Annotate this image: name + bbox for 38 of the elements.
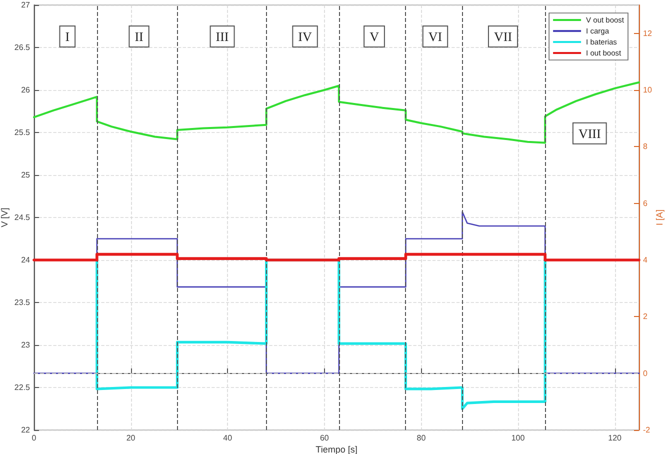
y-tick-label: 27 [21, 0, 31, 10]
y2-axis-title: I [A] [654, 209, 664, 226]
y2-tick-label: 10 [643, 86, 652, 94]
y-axis-title: V [V] [0, 208, 10, 228]
y2-tick-label: 0 [643, 368, 648, 378]
annotation: VIII [578, 126, 601, 141]
y2-tick-label: 8 [643, 142, 648, 152]
y2-tick-label: 2 [643, 312, 648, 322]
x-tick-label: 120 [608, 434, 622, 442]
x-tick-label: 20 [126, 434, 136, 442]
y-tick-label: 26 [21, 86, 31, 94]
y-tick-label: 22.5 [14, 383, 31, 392]
y2-tick-label: 6 [643, 198, 648, 208]
annotation: V [370, 28, 380, 44]
y-tick-label: 23.5 [14, 298, 31, 307]
annotation: VI [428, 28, 442, 44]
y-tick-label: 25.5 [14, 128, 31, 137]
x-tick-label: 0 [32, 434, 37, 442]
y-tick-label: 26.5 [14, 43, 31, 52]
y-tick-label: 25 [21, 170, 31, 180]
x-tick-label: 80 [416, 434, 426, 442]
y2-tick-label: 4 [643, 256, 648, 264]
y2-tick-label: -2 [643, 426, 651, 434]
y-tick-label: 24 [21, 256, 31, 264]
x-axis-title: Tiempo [s] [316, 444, 358, 454]
annotation: I [65, 28, 70, 44]
annotation: VII [494, 28, 512, 44]
line-series [33, 81, 640, 144]
y2-tick-label: 12 [643, 28, 652, 38]
annotation: IV [298, 28, 313, 44]
annotation: II [134, 28, 144, 44]
y-tick-label: 22 [21, 426, 31, 434]
x-tick-label: 100 [511, 434, 526, 442]
y-tick-label: 24.5 [14, 213, 31, 222]
y-tick-label: 23 [21, 340, 31, 350]
annotation: III [216, 28, 229, 44]
x-tick-label: 60 [320, 434, 330, 442]
x-tick-label: 40 [223, 434, 233, 442]
